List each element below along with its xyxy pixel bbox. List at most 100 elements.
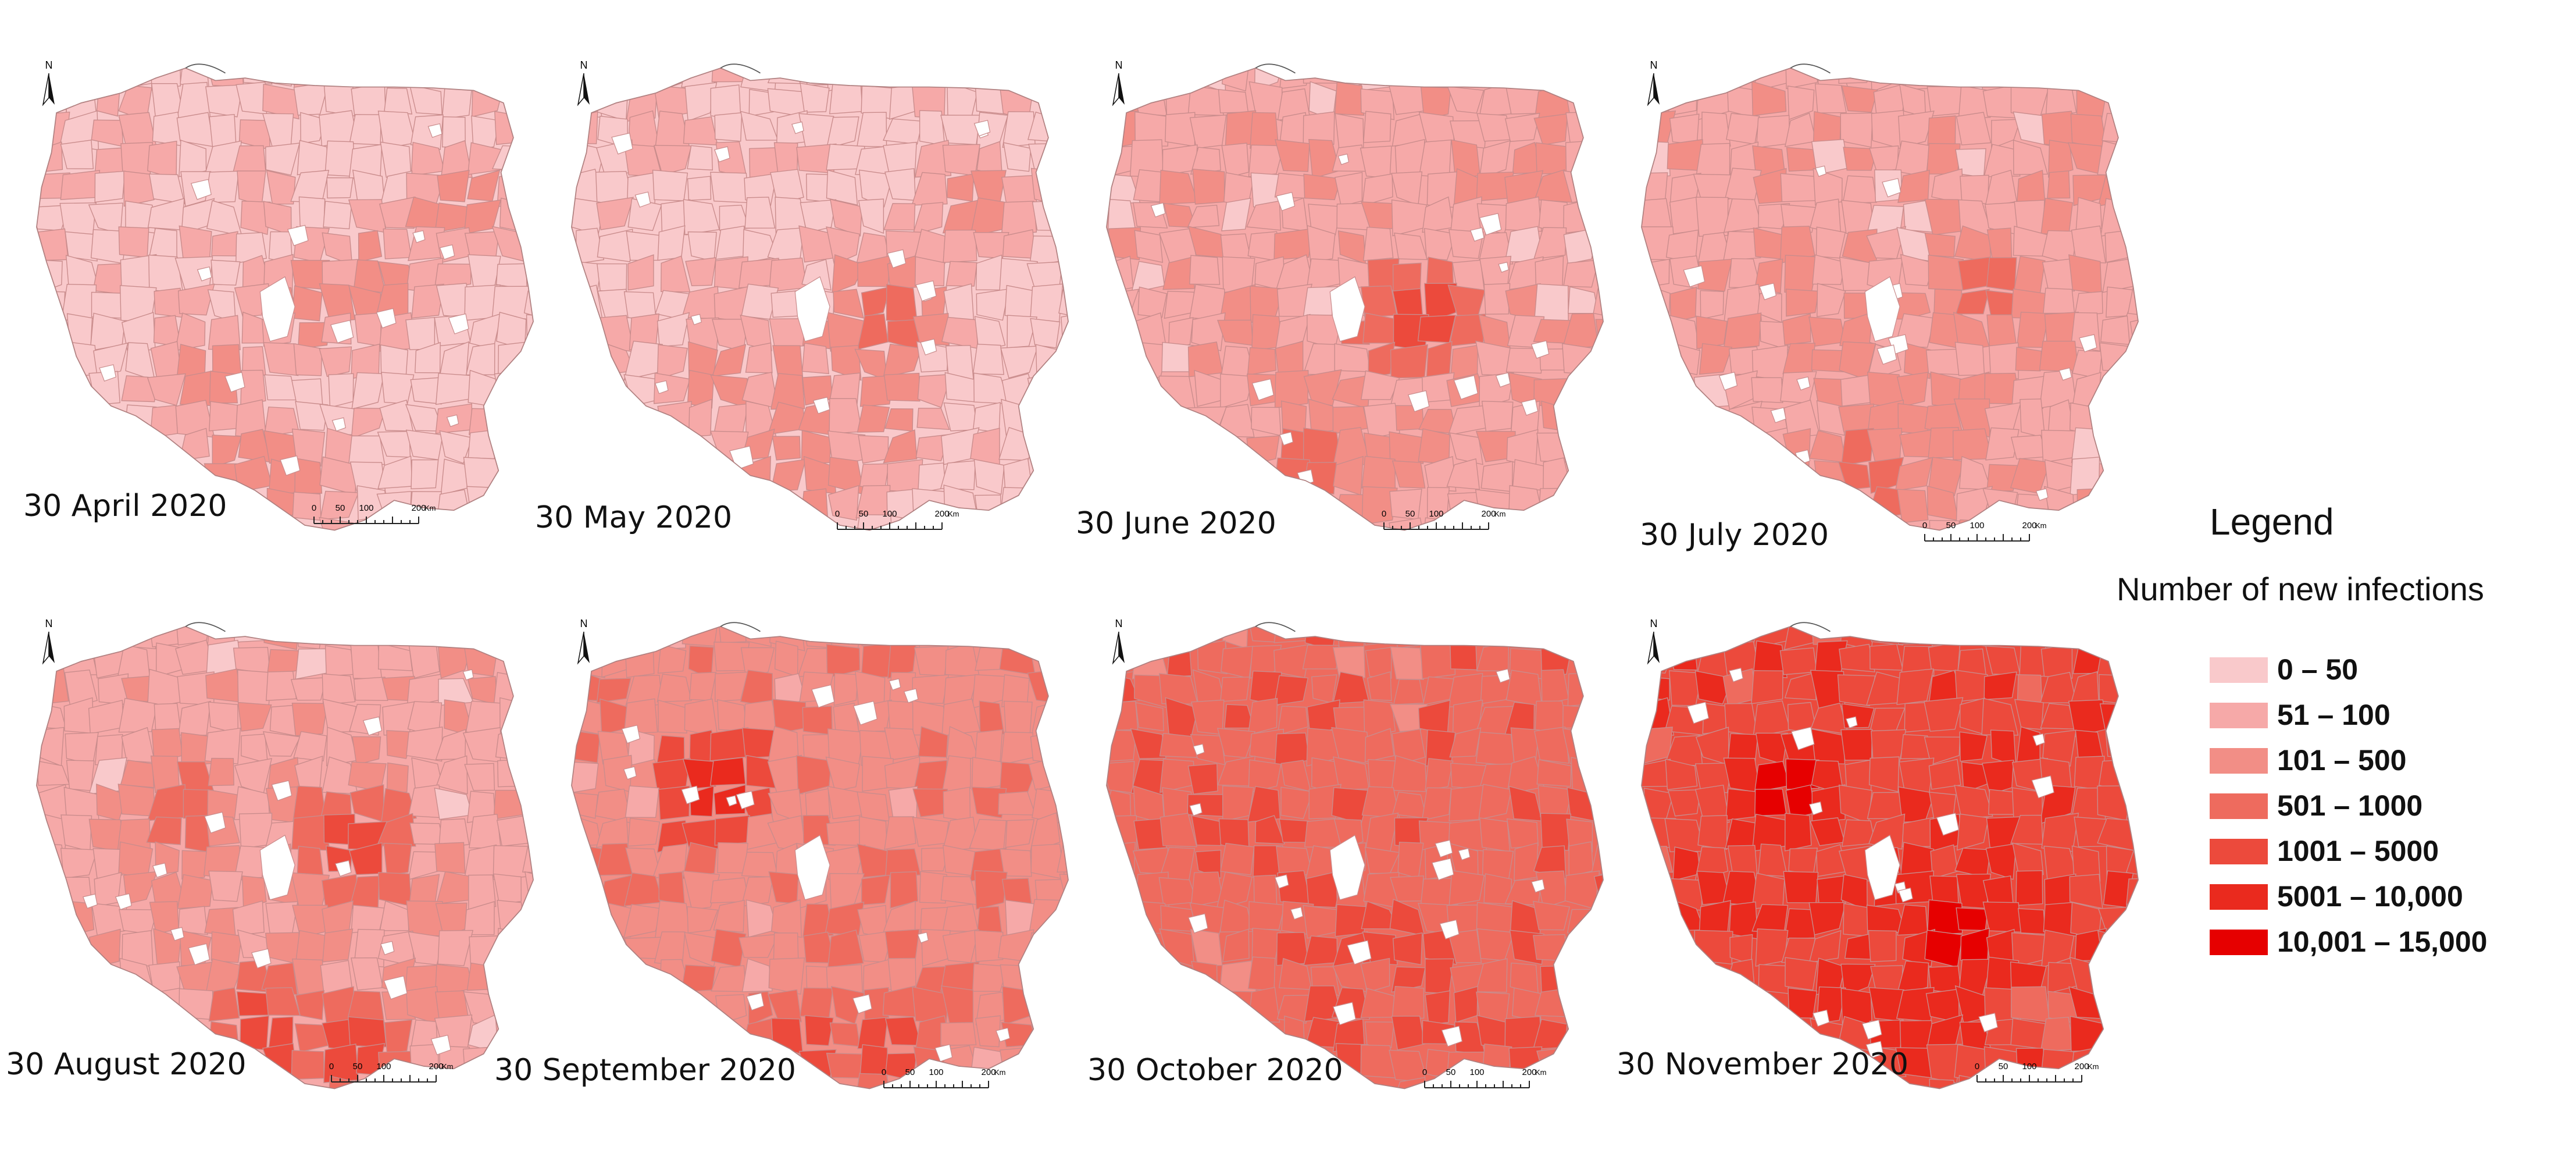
scale-tick-label: 50 bbox=[859, 509, 869, 519]
district bbox=[64, 669, 98, 708]
country-border bbox=[1641, 67, 2139, 531]
district bbox=[1751, 873, 1785, 910]
district bbox=[1986, 464, 2020, 492]
district bbox=[1696, 315, 1728, 350]
city-area bbox=[1347, 940, 1372, 965]
district bbox=[890, 871, 919, 909]
district bbox=[1840, 729, 1873, 761]
city-area bbox=[1498, 262, 1510, 273]
district bbox=[295, 401, 329, 431]
north-label: N bbox=[1115, 59, 1123, 71]
district bbox=[212, 435, 242, 468]
district bbox=[1390, 344, 1428, 379]
district bbox=[657, 312, 690, 347]
choropleth-map bbox=[1641, 63, 2139, 531]
district bbox=[1187, 205, 1220, 229]
district bbox=[623, 698, 658, 735]
city-area bbox=[1479, 213, 1502, 236]
scale-tick-label: 50 bbox=[353, 1062, 363, 1071]
city-area bbox=[611, 133, 633, 155]
legend-swatch bbox=[2210, 793, 2268, 819]
district bbox=[1190, 147, 1221, 175]
district bbox=[597, 263, 627, 294]
city-area bbox=[430, 1034, 451, 1055]
district bbox=[2077, 487, 2108, 518]
district bbox=[1028, 932, 1062, 963]
district bbox=[434, 842, 466, 874]
district bbox=[468, 429, 500, 460]
district bbox=[2097, 140, 2132, 176]
district bbox=[1701, 111, 1731, 149]
district bbox=[830, 345, 862, 381]
district bbox=[1841, 703, 1875, 729]
district bbox=[1394, 232, 1428, 261]
district bbox=[2068, 254, 2102, 295]
district bbox=[1505, 196, 1542, 232]
city-area bbox=[934, 1044, 953, 1062]
scale-tick-label: 0 bbox=[835, 509, 840, 519]
district bbox=[358, 230, 383, 262]
city-area bbox=[973, 120, 991, 137]
map-date-label: 30 October 2020 bbox=[1087, 1053, 1343, 1088]
district bbox=[352, 736, 381, 766]
district bbox=[916, 408, 950, 430]
city-area bbox=[1453, 375, 1478, 400]
scale-line bbox=[1924, 534, 2030, 542]
district bbox=[682, 758, 717, 789]
district bbox=[1541, 669, 1569, 705]
district bbox=[802, 903, 834, 938]
district bbox=[1534, 727, 1569, 764]
district bbox=[1001, 878, 1032, 904]
scale-tick-label: 200 bbox=[934, 509, 949, 519]
district bbox=[1924, 233, 1956, 258]
choropleth-map bbox=[1106, 63, 1604, 531]
district bbox=[687, 145, 713, 171]
district bbox=[915, 140, 952, 178]
district bbox=[1726, 113, 1760, 145]
district bbox=[1248, 144, 1285, 177]
district bbox=[1751, 81, 1787, 116]
district bbox=[2013, 111, 2049, 146]
district bbox=[1423, 227, 1457, 261]
district bbox=[1533, 227, 1567, 260]
district bbox=[1894, 457, 1933, 492]
city-area bbox=[917, 932, 929, 944]
city-area bbox=[915, 280, 937, 302]
district bbox=[800, 987, 834, 1018]
district bbox=[1447, 86, 1485, 114]
district bbox=[1274, 732, 1310, 767]
map-panel: N bbox=[23, 593, 570, 1128]
district bbox=[237, 702, 272, 732]
north-label: N bbox=[1650, 618, 1658, 629]
district bbox=[833, 289, 865, 319]
district bbox=[626, 230, 660, 261]
district bbox=[1363, 111, 1392, 143]
city-area bbox=[1251, 378, 1274, 401]
district bbox=[596, 197, 634, 230]
districts bbox=[36, 626, 534, 1089]
legend-swatch bbox=[2210, 748, 2268, 774]
north-arrow-icon: N bbox=[1112, 618, 1125, 665]
district bbox=[1361, 486, 1398, 525]
district bbox=[1786, 147, 1818, 172]
district bbox=[768, 957, 805, 995]
north-label: N bbox=[580, 618, 588, 629]
district bbox=[883, 118, 923, 145]
district bbox=[1002, 142, 1032, 172]
district bbox=[1724, 703, 1758, 736]
district bbox=[1952, 428, 1993, 461]
district bbox=[658, 871, 686, 906]
district bbox=[1567, 672, 1599, 707]
district bbox=[1928, 759, 1961, 790]
district bbox=[1669, 113, 1700, 145]
district bbox=[1137, 286, 1168, 318]
north-arrow-half bbox=[42, 73, 49, 106]
coastline bbox=[185, 622, 226, 632]
district bbox=[1954, 341, 1985, 376]
district bbox=[469, 935, 504, 968]
district bbox=[1397, 842, 1424, 880]
district bbox=[857, 404, 890, 433]
district bbox=[1896, 668, 1934, 706]
north-label: N bbox=[1650, 59, 1658, 71]
district bbox=[1567, 909, 1600, 938]
